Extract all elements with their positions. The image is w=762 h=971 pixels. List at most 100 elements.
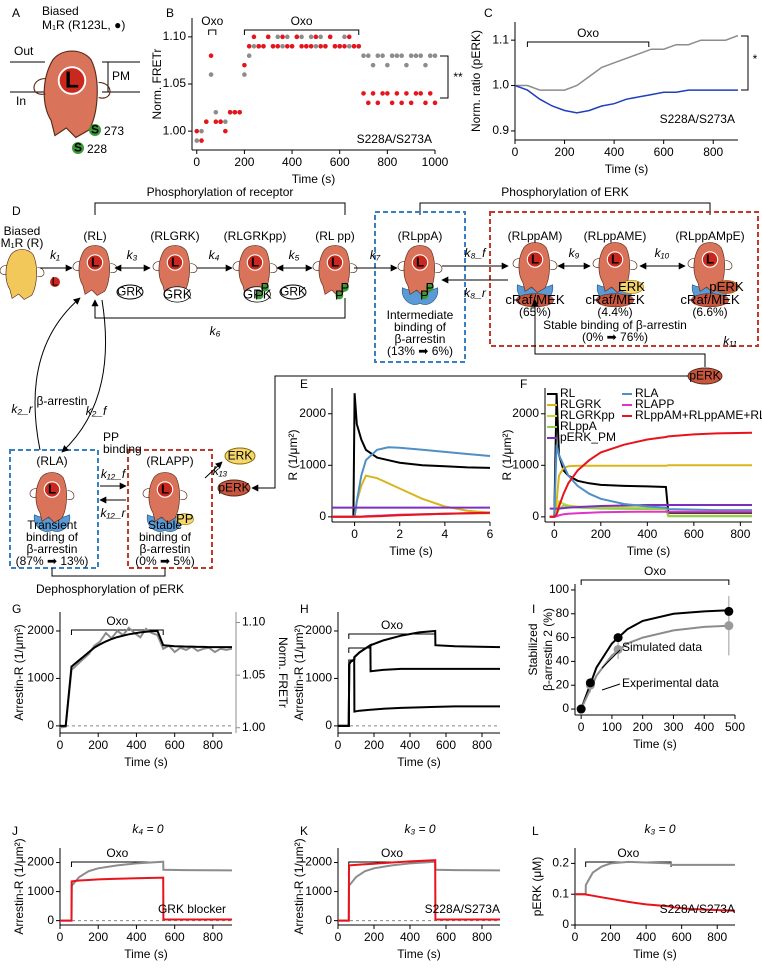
y2-axis-label: Norm. FRETr [276, 637, 290, 708]
x-tick-label: 0 [351, 527, 358, 541]
data-point [223, 119, 228, 125]
phosphosite [72, 142, 84, 154]
y-tick-label: 1000 [27, 884, 54, 898]
diagram-label: β-arrestin [395, 332, 446, 346]
data-point [280, 34, 285, 40]
diagram-label: (RLAPP) [146, 454, 193, 468]
stimulus-bar [243, 29, 360, 35]
y-tick-label: 0 [47, 718, 54, 732]
y-tick-label: 80 [556, 606, 570, 620]
chart-title: k₃ = 0 [404, 822, 435, 836]
data-point [432, 53, 438, 59]
y-tick-label: 2000 [305, 623, 332, 637]
diagram-label: 273 [104, 124, 124, 138]
legend-label: RL [560, 386, 576, 400]
x-tick-label: 2 [396, 527, 403, 541]
data-point [208, 53, 214, 59]
y-tick-label: 1000 [512, 457, 539, 471]
data-point [351, 43, 357, 49]
data-point [213, 119, 219, 125]
y-tick-label: 1.10 [163, 29, 187, 43]
data-point [213, 109, 219, 115]
diagram-label: In [16, 94, 26, 108]
data-point [404, 91, 409, 96]
craf-mek [691, 293, 729, 308]
x-tick-label: 600 [165, 930, 185, 944]
data-point [318, 43, 323, 49]
annotation: S228A/S273A [357, 132, 432, 146]
x-tick-label: 200 [364, 738, 384, 752]
data-line [580, 609, 729, 710]
x-tick-label: 400 [694, 720, 714, 734]
data-line [332, 393, 491, 518]
y-tick-label: 0 [562, 701, 569, 715]
ligand-label: L [251, 255, 259, 270]
x-tick-label: 300 [663, 720, 683, 734]
data-point [389, 100, 395, 106]
y-tick-label: 40 [556, 654, 570, 668]
grk-label: GRK [280, 285, 306, 299]
data-point [289, 43, 295, 49]
x-tick-label: 4 [442, 527, 449, 541]
x-tick-label: 800 [707, 930, 727, 944]
data-point [385, 62, 390, 68]
diagram-label: binding [103, 442, 142, 456]
y-tick-label: 0 [325, 718, 332, 732]
stimulus-label: Oxo [106, 614, 128, 628]
y-tick-label: 0 [325, 913, 332, 927]
panel-letter: J [12, 824, 18, 838]
diagram-label: M₁R (R) [1, 236, 44, 250]
ligand-label: L [531, 252, 539, 267]
diagram-label: Stable [148, 518, 182, 532]
data-point [223, 128, 228, 134]
data-line [338, 643, 500, 727]
data-point [203, 119, 209, 125]
diagram-label: (RL pp) [315, 229, 355, 243]
data-point [308, 34, 314, 40]
data-point [346, 34, 352, 40]
y2-tick-label: 1.00 [242, 720, 266, 734]
data-point [194, 138, 200, 143]
x-tick-label: 0 [57, 930, 64, 944]
data-point [237, 109, 242, 115]
receptor: LGRKPP [232, 245, 278, 303]
x-tick-label: 800 [203, 930, 223, 944]
x-tick-label: 200 [88, 738, 108, 752]
y-tick-label: 0.9 [492, 123, 509, 137]
phospho-label: P [420, 288, 429, 303]
diagram-label: Stable binding of β-arrestin [543, 318, 687, 332]
x-tick-label: 400 [636, 930, 656, 944]
box-transient [9, 449, 99, 569]
erk [224, 447, 256, 465]
y-tick-label: 0.2 [552, 856, 569, 870]
x-tick-label: 800 [730, 527, 750, 541]
y-tick-label: 2000 [27, 855, 54, 869]
receptor: LPP [397, 245, 443, 305]
arrow [91, 298, 346, 319]
data-point [275, 43, 281, 49]
y-tick-label: 2000 [305, 855, 332, 869]
diagram-label: k₈_f [464, 246, 487, 260]
data-line [549, 464, 752, 518]
receptor: LPP [312, 245, 358, 303]
diagram-label: k₂_f [86, 404, 108, 418]
x-tick-label: 6 [487, 527, 494, 541]
data-point [342, 43, 347, 49]
y2-tick-label: 1.10 [242, 615, 266, 629]
annotation: Simulated data [622, 640, 702, 654]
data-point [427, 53, 433, 59]
data-point [327, 34, 333, 40]
diagram-label: binding of [394, 320, 447, 334]
data-point [232, 109, 238, 115]
legend-label: RLGRKpp [560, 408, 615, 422]
y-tick-label: 20 [556, 677, 570, 691]
legend-label: RLAPP [635, 397, 674, 411]
x-tick-label: 400 [400, 738, 420, 752]
y-axis-label: Norm. FRETr [150, 49, 164, 120]
data-point [261, 43, 266, 49]
x-tick-label: 200 [234, 155, 254, 169]
x-tick-label: 500 [725, 720, 745, 734]
diagram-label: (RL) [83, 229, 106, 243]
